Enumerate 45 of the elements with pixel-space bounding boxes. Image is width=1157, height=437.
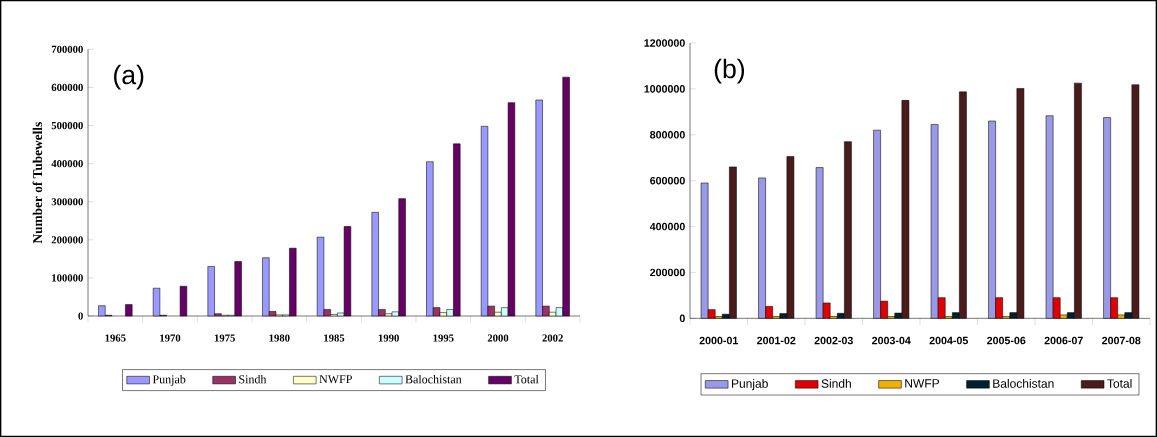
x-tick-label: 2004-05 xyxy=(929,336,969,345)
legend-label: Total xyxy=(1107,379,1132,388)
x-tick-label: 1975 xyxy=(214,334,235,342)
x-tick-label: 1995 xyxy=(433,334,454,342)
x-tick-label: 2003-04 xyxy=(872,336,911,345)
y-tick-label: 500000 xyxy=(51,121,83,130)
y-tick-label: 0 xyxy=(679,314,685,323)
x-tick-label: 2001-02 xyxy=(757,336,796,345)
x-tick-label: 2000-01 xyxy=(699,336,739,345)
y-tick-label: 1200000 xyxy=(644,39,685,47)
y-tick-label: 200000 xyxy=(650,268,685,277)
y-tick-label: 300000 xyxy=(51,198,83,206)
x-tick-label: 2002 xyxy=(542,334,563,342)
legend-label: NWFP xyxy=(319,375,352,384)
y-axis-title: Number of Tubewells xyxy=(32,122,43,244)
y-tick-label: 100000 xyxy=(52,274,83,282)
legend-label: Sindh xyxy=(821,379,851,388)
y-tick-label: 700000 xyxy=(51,45,83,53)
x-tick-label: 1985 xyxy=(324,334,345,342)
annotation: (b) xyxy=(714,58,745,84)
legend-label: Punjab xyxy=(731,379,768,391)
x-tick-label: 1965 xyxy=(105,334,126,342)
y-tick-label: 400000 xyxy=(649,222,685,231)
x-tick-label: 2000 xyxy=(487,334,509,342)
y-tick-label: 400000 xyxy=(51,160,83,168)
legend-label: Balochistan xyxy=(405,374,462,384)
y-tick-label: 600000 xyxy=(51,83,83,92)
x-tick-label: 2006-07 xyxy=(1044,336,1083,345)
x-tick-label: 1980 xyxy=(269,334,290,342)
legend-label: Punjab xyxy=(152,374,186,386)
y-tick-label: 800000 xyxy=(650,131,685,139)
y-tick-label: 200000 xyxy=(51,236,83,244)
x-tick-label: 2007-08 xyxy=(1102,336,1141,345)
x-tick-label: 2005-06 xyxy=(987,336,1026,345)
legend-label: Total xyxy=(514,374,539,384)
legend-label: Sindh xyxy=(239,374,267,384)
y-tick-label: 1000000 xyxy=(644,85,685,93)
legend-label: Balochistan xyxy=(993,379,1054,388)
legend-label: NWFP xyxy=(905,379,940,388)
y-tick-label: 0 xyxy=(78,312,83,320)
x-tick-label: 1970 xyxy=(160,334,181,342)
x-tick-label: 1990 xyxy=(378,334,399,342)
y-tick-label: 600000 xyxy=(650,176,685,185)
annotation: (a) xyxy=(114,64,144,90)
x-tick-label: 2002-03 xyxy=(814,336,853,345)
